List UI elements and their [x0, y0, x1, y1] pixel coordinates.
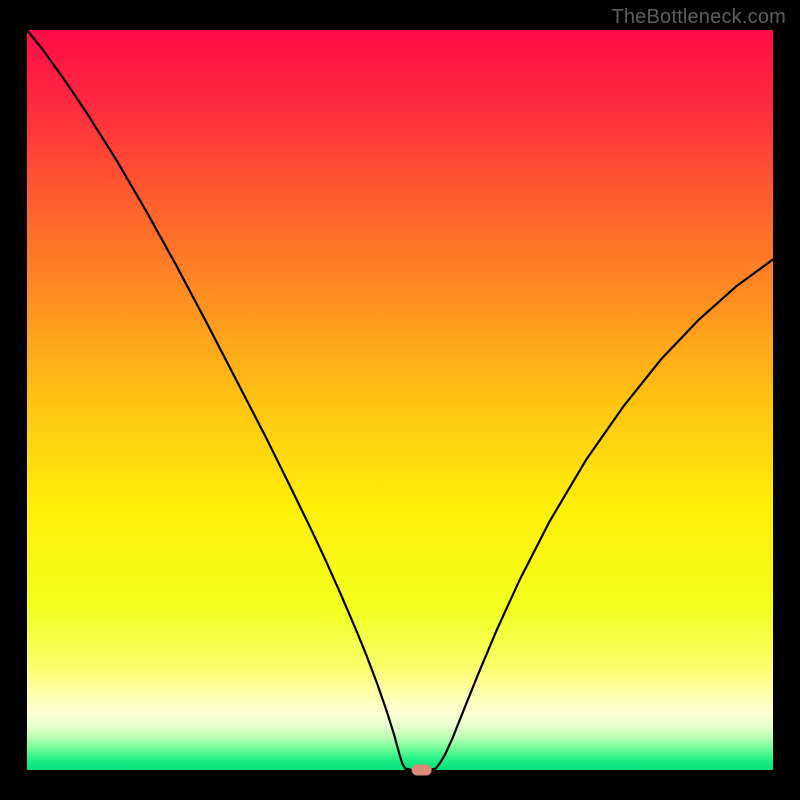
bottleneck-chart: [0, 0, 800, 800]
minimum-marker: [412, 765, 432, 776]
plot-background: [27, 30, 773, 770]
watermark-label: TheBottleneck.com: [611, 6, 786, 29]
